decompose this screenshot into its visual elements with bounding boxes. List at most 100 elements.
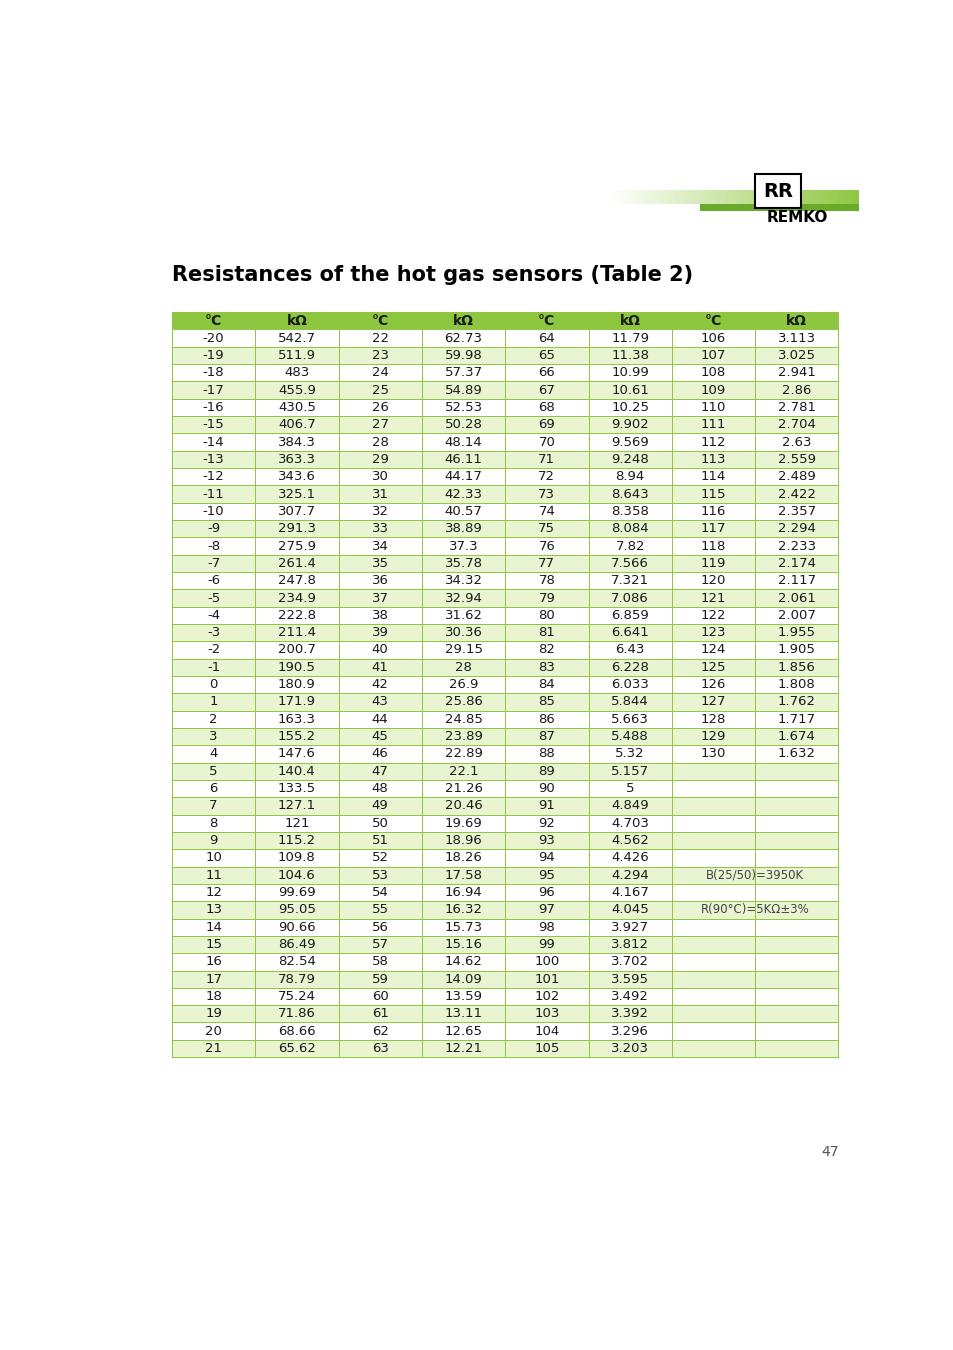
Bar [649, 190, 654, 204]
Bar [841, 190, 846, 204]
Text: 211.4: 211.4 [277, 626, 315, 639]
Text: 117: 117 [700, 522, 725, 535]
Text: 104: 104 [534, 1025, 558, 1038]
Text: 18.96: 18.96 [444, 834, 482, 846]
Text: 483: 483 [284, 366, 309, 379]
Text: 15.73: 15.73 [444, 921, 482, 934]
Bar [611, 190, 616, 204]
Text: 103: 103 [534, 1007, 559, 1021]
Text: 1.808: 1.808 [777, 678, 815, 691]
Bar [172, 624, 838, 641]
Text: 53: 53 [372, 868, 388, 882]
Text: 1.674: 1.674 [777, 730, 815, 742]
Text: 38: 38 [372, 609, 388, 622]
Text: 20.46: 20.46 [444, 799, 482, 813]
Text: 37.3: 37.3 [448, 540, 477, 552]
Text: 47: 47 [372, 764, 388, 778]
Text: 50.28: 50.28 [444, 418, 482, 431]
Text: 81: 81 [537, 626, 555, 639]
Text: 95: 95 [537, 868, 555, 882]
Bar [711, 190, 717, 204]
Bar [172, 745, 838, 763]
Text: 40.57: 40.57 [444, 505, 482, 518]
Text: RR: RR [762, 182, 792, 201]
Text: -15: -15 [203, 418, 224, 431]
Bar [854, 190, 859, 204]
Bar [172, 537, 838, 555]
Text: 94: 94 [537, 852, 555, 864]
Text: 6.641: 6.641 [611, 626, 648, 639]
Text: 2.294: 2.294 [777, 522, 815, 535]
Text: 343.6: 343.6 [277, 470, 315, 483]
Bar [172, 433, 838, 451]
Bar [774, 190, 779, 204]
Text: 78: 78 [537, 574, 555, 587]
Text: 17.58: 17.58 [444, 868, 482, 882]
Text: 109: 109 [700, 383, 725, 397]
Text: -4: -4 [207, 609, 220, 622]
Text: 384.3: 384.3 [277, 436, 315, 448]
Text: 200.7: 200.7 [277, 644, 315, 656]
Bar [172, 502, 838, 520]
Text: 52.53: 52.53 [444, 401, 482, 414]
Bar [803, 190, 808, 204]
Text: 98: 98 [537, 921, 555, 934]
Text: 25.86: 25.86 [444, 695, 482, 709]
Text: 115.2: 115.2 [277, 834, 315, 846]
Text: 16.32: 16.32 [444, 903, 482, 917]
Text: 68: 68 [537, 401, 555, 414]
Text: 33: 33 [372, 522, 388, 535]
Text: 2.559: 2.559 [777, 452, 815, 466]
Text: 122: 122 [700, 609, 725, 622]
Bar [812, 190, 817, 204]
Text: 71: 71 [537, 452, 555, 466]
Text: 190.5: 190.5 [277, 660, 315, 674]
Text: 63: 63 [372, 1042, 388, 1054]
Text: 8: 8 [210, 817, 217, 830]
Text: 47: 47 [821, 1145, 838, 1160]
Bar [172, 451, 838, 468]
Text: 261.4: 261.4 [277, 556, 315, 570]
Text: 34.32: 34.32 [444, 574, 482, 587]
Text: 130: 130 [700, 748, 725, 760]
Text: 325.1: 325.1 [277, 487, 315, 501]
Text: 6.43: 6.43 [615, 644, 644, 656]
Bar [172, 849, 838, 867]
Bar [837, 190, 841, 204]
Text: 12.21: 12.21 [444, 1042, 482, 1054]
Text: 34: 34 [372, 540, 388, 552]
Text: 99: 99 [537, 938, 555, 950]
Text: 3.492: 3.492 [611, 990, 648, 1003]
Text: 16.94: 16.94 [444, 886, 482, 899]
Text: 5.663: 5.663 [611, 713, 648, 726]
Text: 35.78: 35.78 [444, 556, 482, 570]
Bar [172, 710, 838, 728]
Bar [845, 190, 850, 204]
Text: 0: 0 [210, 678, 217, 691]
Text: 99.69: 99.69 [278, 886, 315, 899]
Text: 110: 110 [700, 401, 725, 414]
Text: 73: 73 [537, 487, 555, 501]
Text: 28: 28 [372, 436, 388, 448]
Text: 7.82: 7.82 [615, 540, 644, 552]
Text: 3.702: 3.702 [611, 956, 648, 968]
Text: 86.49: 86.49 [278, 938, 315, 950]
Bar [172, 364, 838, 382]
Text: 222.8: 222.8 [277, 609, 315, 622]
Text: 5: 5 [625, 782, 634, 795]
Text: 4.562: 4.562 [611, 834, 648, 846]
Text: -10: -10 [203, 505, 224, 518]
Text: 66: 66 [537, 366, 555, 379]
Text: 2.174: 2.174 [777, 556, 815, 570]
Text: 129: 129 [700, 730, 725, 742]
Text: 2.704: 2.704 [777, 418, 815, 431]
Text: 11.38: 11.38 [611, 348, 648, 362]
Text: 112: 112 [700, 436, 725, 448]
Text: 2.233: 2.233 [777, 540, 815, 552]
Text: 126: 126 [700, 678, 725, 691]
Text: 4: 4 [210, 748, 217, 760]
Text: 9: 9 [210, 834, 217, 846]
Text: 3.113: 3.113 [777, 332, 815, 344]
Text: 58: 58 [372, 956, 388, 968]
Text: 90.66: 90.66 [278, 921, 315, 934]
